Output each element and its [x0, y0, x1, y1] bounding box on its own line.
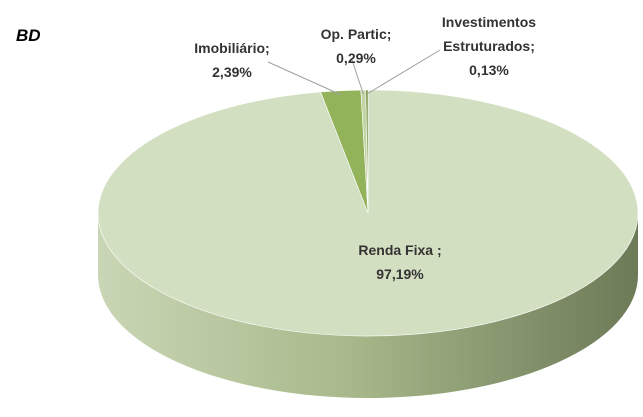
slice-category: Renda Fixa ; [358, 242, 442, 258]
slice-category: Investimentos Estruturados; [441, 14, 537, 54]
slice-value: 2,39% [212, 64, 252, 80]
leader-line [267, 61, 341, 96]
data-label: Op. Partic; 0,29% [306, 22, 406, 70]
pie-side [98, 213, 638, 398]
data-label: Renda Fixa ; 97,19% [340, 238, 460, 286]
pie-slice [365, 89, 369, 214]
slice-value: 0,29% [336, 50, 376, 66]
slice-category: Op. Partic; [320, 26, 392, 42]
leader-line [351, 59, 364, 95]
chart-title: BD [16, 26, 41, 45]
data-label: Investimentos Estruturados; 0,13% [424, 10, 554, 82]
leader-line [366, 49, 441, 95]
slice-value: 0,13% [469, 62, 509, 78]
data-label: Imobiliário; 2,39% [177, 36, 287, 84]
slice-category: Imobiliário; [194, 40, 270, 56]
slice-value: 97,19% [376, 266, 424, 282]
